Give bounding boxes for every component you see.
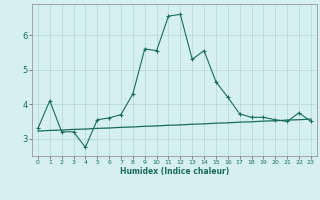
X-axis label: Humidex (Indice chaleur): Humidex (Indice chaleur) [120, 167, 229, 176]
